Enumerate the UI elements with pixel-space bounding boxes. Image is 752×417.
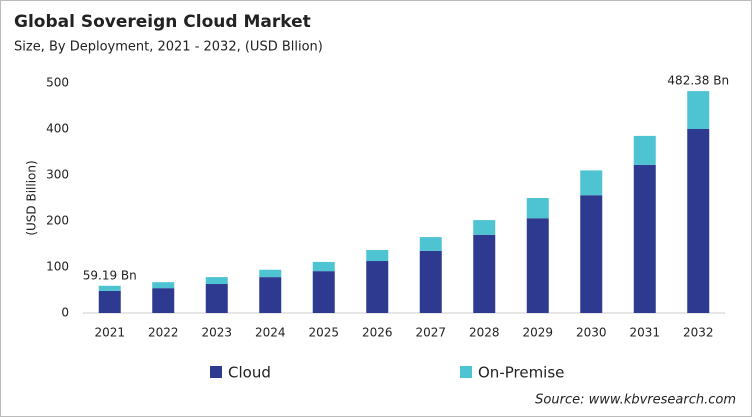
- bar-segment: [526, 218, 549, 313]
- x-tick-label: 2026: [362, 326, 393, 340]
- bar-segment: [259, 269, 282, 278]
- bar-segment: [473, 220, 496, 235]
- bar-segment: [366, 249, 389, 262]
- bar-segment: [419, 237, 442, 251]
- x-tick-label: 2021: [94, 326, 125, 340]
- y-tick-label: 200: [46, 214, 69, 228]
- x-tick-label: 2025: [308, 326, 339, 340]
- bar-segment: [633, 135, 656, 165]
- x-tick-label: 2024: [255, 326, 286, 340]
- chart-title: Global Sovereign Cloud Market: [14, 12, 311, 32]
- legend-label: On-Premise: [478, 364, 564, 382]
- bar-segment: [633, 164, 656, 313]
- legend-swatch: [210, 366, 222, 378]
- x-tick-label: 2027: [415, 326, 446, 340]
- y-tick-label: 100: [46, 260, 69, 274]
- total-label: 59.19 Bn: [83, 268, 137, 282]
- bar-segment: [473, 234, 496, 313]
- total-label: 482.38 Bn: [667, 74, 729, 88]
- legend-swatch: [460, 366, 472, 378]
- bar-segment: [205, 284, 228, 313]
- source: Source: www.kbvresearch.com: [535, 393, 736, 408]
- bar-segment: [152, 288, 175, 313]
- bar-segment: [259, 277, 282, 313]
- x-tick-label: 2028: [469, 326, 500, 340]
- y-tick-label: 400: [46, 122, 69, 136]
- bar-segment: [687, 91, 710, 129]
- x-tick-label: 2030: [576, 326, 607, 340]
- chart-subtitle: Size, By Deployment, 2021 - 2032, (USD B…: [14, 40, 323, 55]
- bar-segment: [312, 271, 335, 313]
- x-tick-label: 2032: [683, 326, 714, 340]
- bar-segment: [580, 170, 603, 196]
- bar-segment: [98, 285, 121, 291]
- bar-segment: [526, 198, 549, 219]
- y-axis-label: (USD Billion): [25, 160, 39, 235]
- y-tick-label: 300: [46, 168, 69, 182]
- x-tick-label: 2031: [629, 326, 660, 340]
- x-tick-label: 2022: [148, 326, 179, 340]
- legend-label: Cloud: [228, 364, 271, 382]
- y-tick-label: 500: [46, 76, 69, 90]
- bar-segment: [580, 195, 603, 313]
- bar-segment: [152, 282, 175, 289]
- bar-segment: [687, 129, 710, 313]
- bar-segment: [419, 250, 442, 313]
- x-tick-label: 2023: [201, 326, 232, 340]
- bar-segment: [366, 261, 389, 313]
- x-tick-label: 2029: [522, 326, 553, 340]
- bar-segment: [98, 290, 121, 313]
- y-tick-label: 0: [61, 306, 69, 320]
- bar-segment: [205, 277, 228, 285]
- bar-segment: [312, 261, 335, 272]
